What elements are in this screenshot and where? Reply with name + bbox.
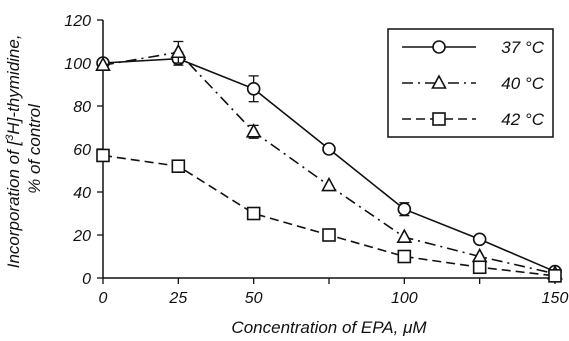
data-point [472,232,487,247]
y-tick-label: 100 [64,56,91,73]
y-tick-label: 120 [64,13,91,30]
data-point [246,82,261,96]
data-point [548,269,562,283]
x-axis-label: Concentration of EPA, μM [231,318,427,337]
x-tick-label: 100 [391,290,418,307]
x-tick-label: 0 [99,290,108,307]
y-tick-label: 40 [73,185,91,202]
legend-label: 42 °C [501,110,544,129]
y-tick-label: 80 [73,99,91,116]
data-point [245,123,262,138]
series-line [102,154,556,277]
x-axis-label-main: Concentration of EPA, [231,318,403,337]
legend: 37 °C 40 °C 42 °C [387,28,554,138]
data-point [472,260,487,275]
y-tick-label: 60 [73,142,91,159]
y-axis-label-part: Incorporation of [ [4,138,23,268]
legend-label: 37 °C [501,38,544,57]
y-axis-label-superscript: 3 [4,134,16,141]
series [96,148,562,283]
data-point [171,159,186,173]
data-point [322,228,336,242]
data-point [96,148,110,163]
x-tick-label: 25 [168,290,187,307]
axes: 0 20 40 60 80 100 120 0 25 50 100 150 [64,13,568,307]
data-point [321,176,337,192]
data-point [397,249,412,264]
data-point [432,112,446,126]
x-tick-label: 150 [542,290,569,307]
data-point [432,40,446,54]
x-axis-label-unit: μM [402,318,427,337]
data-point [170,43,187,59]
series-layer [95,40,563,283]
data-point [396,228,413,243]
y-axis-label-part: H]-thymidine, [4,34,23,134]
legend-label: 40 °C [501,74,544,93]
y-axis-label-line2: % of control [25,103,44,194]
y-axis-label: Incorporation of [3H]-thymidine, % of co… [4,30,44,269]
x-tick-label: 50 [245,290,263,307]
data-point [322,142,336,156]
data-point [246,206,261,221]
data-point [431,74,447,89]
y-tick-label: 20 [72,228,91,245]
data-point [397,202,412,216]
y-tick-label: 0 [82,271,91,288]
data-point [95,56,111,71]
